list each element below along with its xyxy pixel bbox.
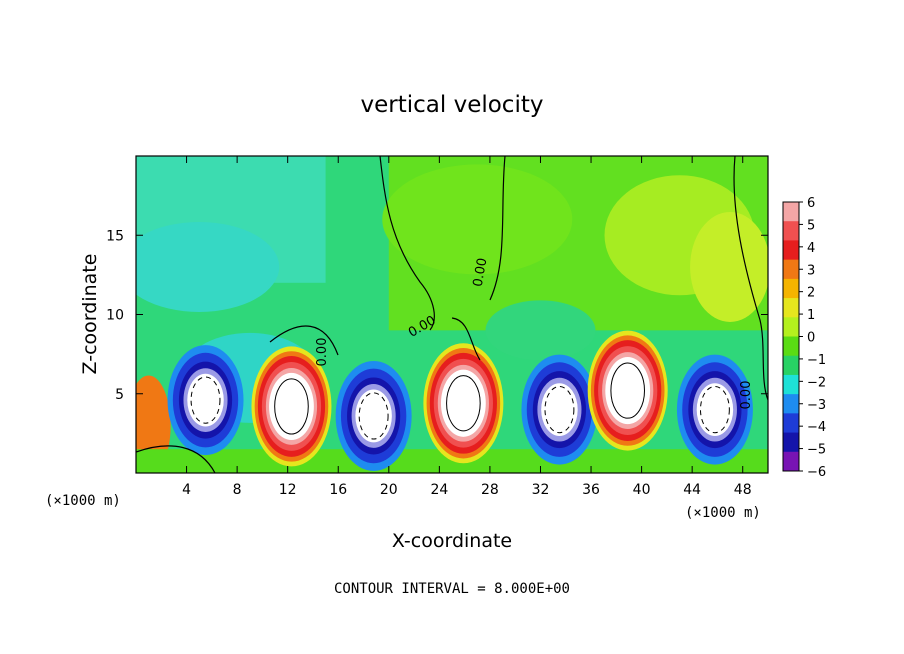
zero-contour-3 (379, 156, 435, 331)
cell-contour-2 (274, 378, 309, 435)
cell-contour-6 (610, 362, 645, 419)
cell-band-2-6 (269, 372, 314, 441)
colorbar-swatch-3 (783, 240, 799, 261)
colorbar-swatch-9 (783, 355, 799, 376)
updraft-cell-2 (251, 346, 332, 467)
downdraft-cell-3 (335, 360, 412, 471)
upper-left-cyan-patch (136, 221, 280, 312)
colorbar-swatch-14 (783, 451, 799, 472)
zero-contour-2 (269, 325, 339, 356)
x-tick-label-20: 20 (380, 482, 398, 498)
colorbar-swatch-10 (783, 374, 799, 395)
x-tick-label-12: 12 (279, 482, 297, 498)
colorbar-tick-label-1: 5 (807, 218, 815, 233)
downdraft-cell-1 (167, 345, 244, 456)
colorbar-tick-label-8: −2 (807, 375, 826, 390)
x-tick-label-44: 44 (683, 482, 701, 498)
updraft-cell-4 (423, 343, 504, 464)
zero-contour-5 (489, 156, 506, 301)
colorbar-tick-label-12: −6 (807, 465, 826, 480)
x-tick-label-32: 32 (532, 482, 550, 498)
colorbar-swatch-2 (783, 221, 799, 241)
x-tick-label-24: 24 (430, 482, 448, 498)
x-axis-label: X-coordinate (392, 530, 512, 552)
cell-band-7-5 (696, 383, 734, 436)
x-unit-label-right: (×1000 m) (685, 505, 761, 521)
colorbar-tick-label-10: −4 (807, 420, 826, 435)
cell-contour-7 (699, 386, 730, 434)
zero-contour-1 (136, 445, 216, 473)
cell-band-4-6 (440, 369, 486, 437)
x-unit-label-left: (×1000 m) (45, 493, 121, 509)
cell-contour-4 (446, 375, 481, 432)
colorbar: 6 5 4 3 2 1 0 −1 −2 −3 −4 −5 −6 (782, 196, 826, 480)
cell-band-3-5 (355, 389, 392, 443)
left-edge-warm (136, 375, 171, 473)
x-tick-label-8: 8 (233, 482, 242, 498)
colorbar-tick-label-6: 0 (807, 331, 815, 346)
x-tick-label-48: 48 (734, 482, 752, 498)
y-tick-label-5: 5 (115, 387, 124, 403)
x-axis-ticks: 4 8 12 16 20 24 28 32 36 40 44 48 (182, 156, 752, 498)
colorbar-swatch-13 (783, 432, 799, 453)
colorbar-tick-label-9: −3 (807, 398, 826, 413)
colorbar-swatch-7 (783, 317, 799, 337)
cell-contour-1 (190, 376, 221, 424)
y-tick-label-10: 10 (106, 308, 124, 324)
zero-contour-4 (451, 317, 481, 361)
cell-contour-3 (358, 392, 389, 440)
chart-title: vertical velocity (361, 92, 544, 118)
x-tick-label-16: 16 (329, 482, 347, 498)
colorbar-tick-label-2: 4 (807, 241, 815, 256)
zero-contour-6 (733, 156, 768, 401)
downdraft-cell-7 (676, 354, 753, 465)
x-tick-label-4: 4 (182, 482, 191, 498)
cell-band-1-5 (187, 373, 224, 427)
colorbar-swatch-8 (783, 336, 799, 357)
y-axis-label: Z-coordinate (79, 254, 101, 375)
upper-mid-green (382, 164, 573, 275)
x-tick-label-36: 36 (582, 482, 600, 498)
colorbar-swatch-6 (783, 298, 799, 318)
x-tick-label-28: 28 (481, 482, 499, 498)
colorbar-tick-label-4: 2 (807, 286, 815, 301)
colorbar-tick-label-0: 6 (807, 196, 815, 211)
colorbar-swatch-5 (783, 278, 799, 299)
colorbar-swatch-1 (783, 202, 799, 222)
contour-interval-note: CONTOUR INTERVAL = 8.000E+00 (334, 581, 570, 597)
cell-band-5-5 (541, 383, 578, 436)
x-tick-label-40: 40 (633, 482, 651, 498)
velocity-field: 0.000.000.000.00 (136, 156, 768, 473)
colorbar-tick-label-3: 3 (807, 263, 815, 278)
cell-contour-5 (544, 386, 575, 434)
colorbar-tick-label-7: −1 (807, 353, 826, 368)
contour-label-4: 0.00 (739, 381, 754, 410)
upper-right-yellow (690, 211, 768, 322)
contour-label-3: 0.00 (471, 257, 491, 288)
downdraft-cell-5 (521, 354, 598, 465)
colorbar-tick-label-11: −5 (807, 443, 826, 458)
mid-teal-patch (485, 300, 596, 361)
cell-band-6-6 (605, 356, 651, 425)
y-tick-label-15: 15 (106, 228, 124, 244)
y-axis-ticks: 5 10 15 (106, 228, 768, 403)
updraft-cell-6 (587, 330, 668, 451)
colorbar-swatch-12 (783, 413, 799, 434)
colorbar-swatch-11 (783, 394, 799, 414)
colorbar-swatch-4 (783, 259, 799, 280)
contour-label-1: 0.00 (315, 338, 330, 367)
colorbar-tick-label-5: 1 (807, 308, 815, 323)
